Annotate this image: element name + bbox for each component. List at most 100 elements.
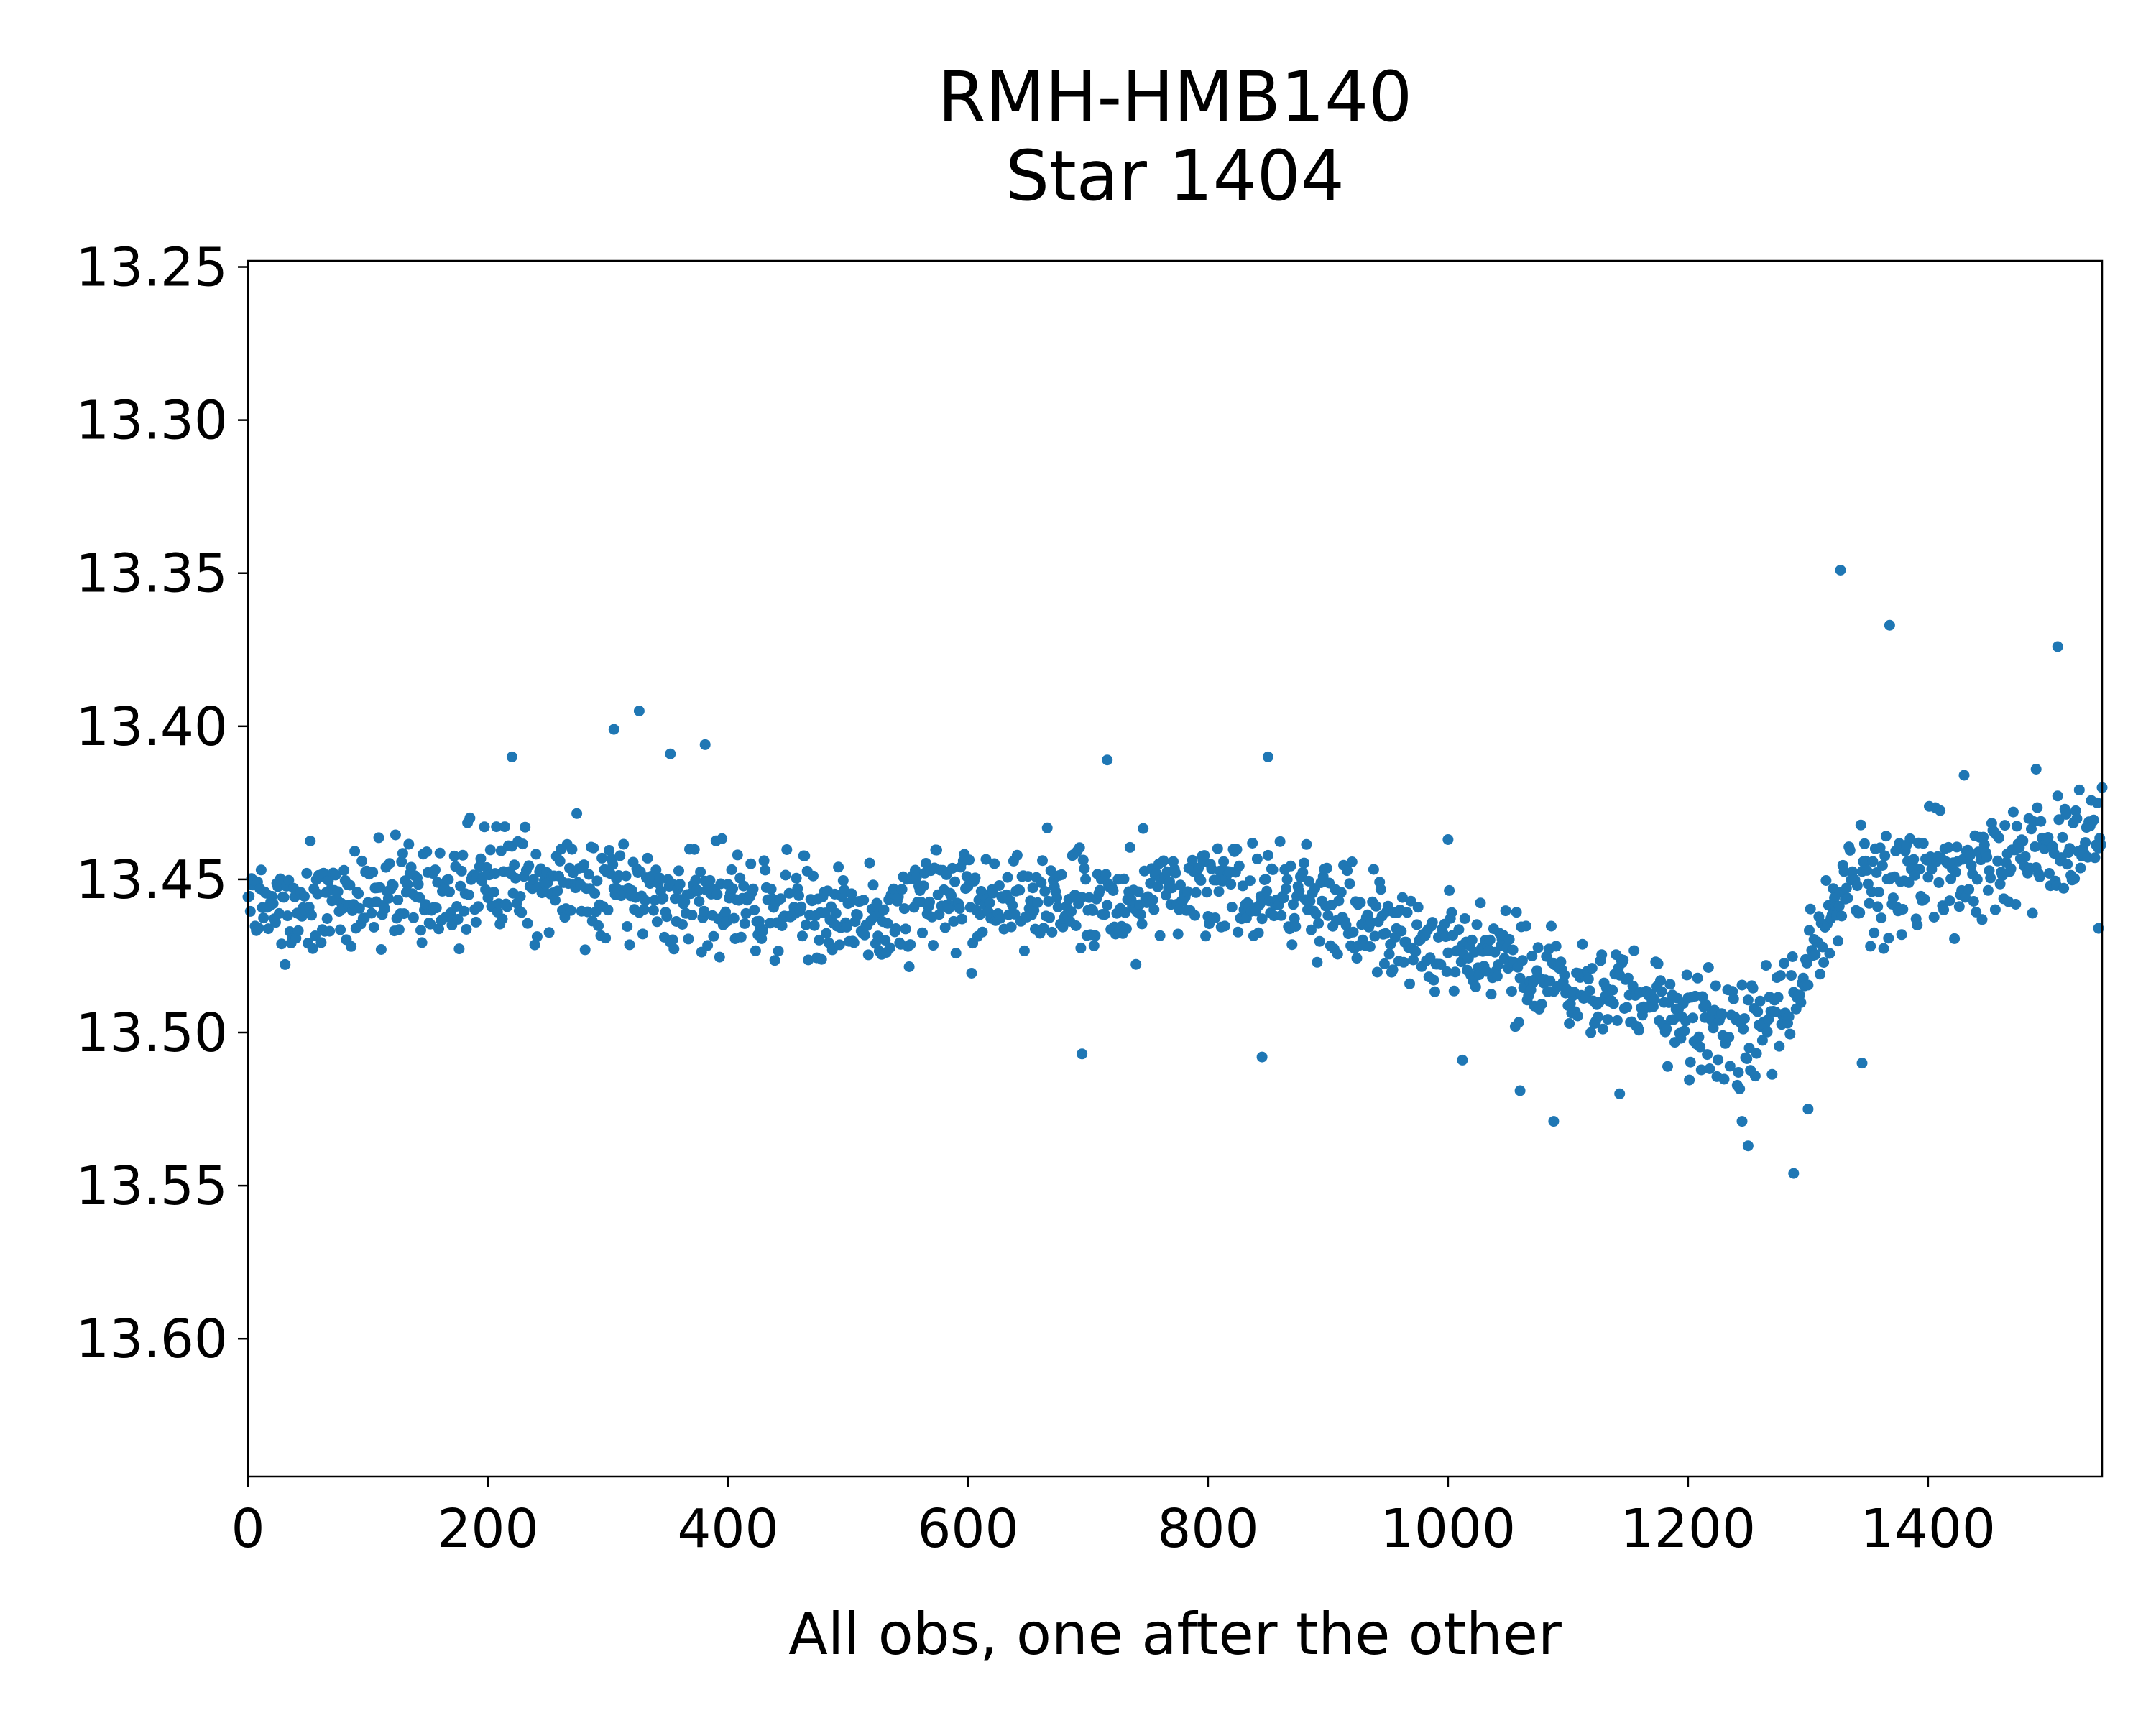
data-point (1621, 1002, 1633, 1013)
data-point (1077, 854, 1089, 866)
data-point (1618, 954, 1629, 966)
data-point (489, 868, 501, 879)
data-point (307, 943, 318, 954)
data-point (1608, 998, 1619, 1009)
data-point (727, 883, 739, 895)
x-axis-label: All obs, one after the other (788, 1601, 1562, 1668)
data-point (989, 858, 1000, 869)
data-point (1820, 875, 1832, 886)
data-point (2080, 837, 2091, 849)
data-point (1401, 907, 1413, 918)
data-point (1652, 958, 1664, 969)
data-point (1506, 986, 1517, 997)
data-point (2052, 790, 2063, 802)
data-point (1783, 1011, 1795, 1022)
data-point (283, 874, 295, 886)
data-point (1649, 994, 1660, 1005)
data-point (808, 920, 820, 931)
data-point (993, 880, 1005, 891)
data-point (1450, 966, 1461, 978)
data-point (262, 923, 274, 935)
y-tick-label: 13.35 (75, 543, 228, 605)
data-point (1102, 900, 1113, 911)
data-point (1267, 864, 1279, 875)
data-point (2030, 764, 2042, 775)
data-point (278, 892, 290, 903)
data-point (848, 937, 860, 948)
data-point (1602, 1014, 1613, 1025)
data-point (776, 920, 788, 931)
data-point (1685, 1056, 1696, 1068)
data-point (1982, 884, 1994, 896)
data-point (1656, 986, 1667, 997)
data-point (688, 844, 700, 855)
data-point (1867, 856, 1879, 867)
data-point (448, 850, 460, 861)
data-point (1037, 855, 1048, 867)
data-point (1147, 895, 1158, 906)
data-point (1951, 841, 1963, 853)
data-point (1322, 910, 1334, 921)
data-point (1938, 904, 1950, 915)
data-point (1154, 930, 1166, 941)
data-point (2010, 899, 2022, 910)
data-point (1213, 886, 1225, 897)
data-point (1124, 841, 1135, 853)
data-point (1788, 1168, 1800, 1179)
data-point (1585, 1027, 1597, 1038)
data-point (1786, 970, 1797, 981)
data-point (658, 892, 669, 904)
data-point (1999, 820, 2011, 831)
data-point (1244, 875, 1256, 887)
data-point (1655, 975, 1666, 987)
data-point (1703, 962, 1714, 973)
data-point (1348, 926, 1359, 938)
data-point (984, 897, 995, 909)
data-point (1872, 901, 1884, 912)
y-tick-label: 13.40 (75, 696, 228, 758)
data-point (1633, 1025, 1644, 1036)
data-point (1276, 910, 1287, 921)
data-point (392, 895, 404, 906)
data-point (2062, 859, 2073, 870)
data-point (1135, 909, 1146, 920)
data-point (1681, 969, 1692, 981)
data-point (695, 867, 706, 878)
data-point (1130, 958, 1142, 970)
data-point (928, 940, 939, 951)
data-point (1577, 938, 1588, 950)
data-point (602, 905, 614, 916)
data-point (608, 724, 619, 735)
data-point (403, 838, 415, 850)
data-point (738, 880, 750, 892)
data-point (1032, 897, 1044, 908)
data-point (1526, 951, 1538, 961)
data-point (473, 901, 484, 912)
data-point (1066, 906, 1077, 918)
data-point (415, 925, 426, 936)
data-point (502, 901, 513, 912)
data-point (1836, 910, 1848, 922)
data-point (1087, 905, 1099, 916)
data-point (1442, 834, 1454, 845)
data-point (1288, 899, 1299, 910)
data-point (674, 879, 686, 890)
data-point (1375, 884, 1386, 895)
data-point (453, 943, 465, 955)
data-point (1801, 958, 1812, 969)
data-point (1738, 1013, 1750, 1025)
data-point (299, 891, 310, 902)
data-point (332, 886, 344, 897)
data-point (582, 906, 594, 918)
data-point (1944, 895, 1955, 907)
data-point (2088, 814, 2099, 826)
data-point (2007, 806, 2019, 818)
data-point (1369, 930, 1381, 942)
data-point (452, 913, 464, 925)
data-point (708, 930, 719, 942)
x-axis: 0 200 400 600 800 1000 1200 1400 (231, 1477, 1996, 1560)
data-point (306, 910, 317, 921)
data-point (1500, 905, 1511, 917)
data-point (591, 875, 603, 887)
data-point (528, 874, 539, 885)
